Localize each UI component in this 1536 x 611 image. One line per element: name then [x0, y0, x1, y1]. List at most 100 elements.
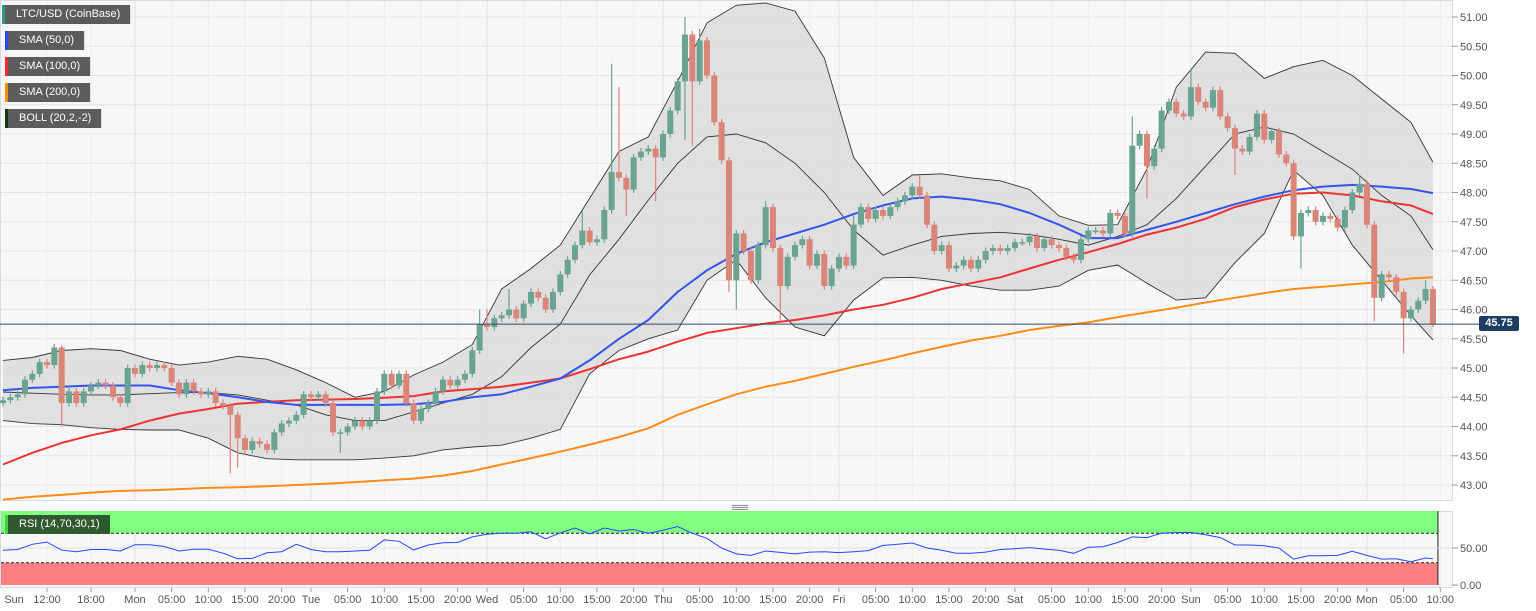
candle — [1195, 83, 1202, 106]
candle-body — [505, 309, 512, 316]
candle-body — [14, 394, 21, 398]
legend-sma-200[interactable]: SMA (200,0) — [5, 83, 92, 102]
candle — [498, 311, 505, 322]
legend-label: SMA (50,0) — [19, 34, 75, 46]
x-tick-label: 10:00 — [1251, 594, 1279, 606]
candle — [953, 262, 960, 273]
candle-body — [645, 148, 652, 152]
candle — [300, 390, 307, 419]
candle — [161, 361, 168, 372]
candle-body — [1268, 131, 1275, 140]
candle-body — [315, 394, 322, 398]
candle-body — [168, 368, 175, 383]
candle-body — [520, 303, 527, 319]
candle — [491, 314, 498, 331]
candle — [1283, 150, 1290, 167]
x-tick-label: 20:00 — [1324, 594, 1352, 606]
candle — [58, 344, 65, 427]
candle — [1422, 280, 1429, 305]
candle — [1077, 235, 1084, 264]
candle-body — [755, 245, 762, 281]
legend-boll[interactable]: BOLL (20,2,-2) — [5, 109, 103, 128]
candle-body — [1312, 210, 1319, 222]
candle-body — [1187, 87, 1194, 117]
candle — [1011, 238, 1018, 252]
legend-sma-50[interactable]: SMA (50,0) — [5, 31, 86, 50]
candle — [1319, 212, 1326, 226]
candle — [549, 288, 556, 314]
candle-body — [997, 248, 1004, 251]
candle-body — [887, 207, 894, 216]
legend-label: SMA (200,0) — [19, 86, 81, 98]
candle — [205, 387, 212, 398]
x-tick-label: 12:00 — [33, 594, 61, 606]
candle-body — [0, 400, 6, 404]
candle — [887, 203, 894, 220]
candle — [36, 358, 43, 378]
candle-body — [197, 391, 204, 395]
x-tick-label: Thu — [653, 594, 672, 606]
candle-body — [366, 420, 373, 427]
candle-body — [850, 224, 857, 266]
candle-body — [857, 207, 864, 225]
legend-ltc-usd[interactable]: LTC/USD (CoinBase) — [2, 5, 132, 24]
candle — [579, 210, 586, 249]
candle-body — [1400, 291, 1407, 319]
candle — [542, 294, 549, 314]
candle-body — [711, 75, 718, 123]
candle-body — [865, 207, 872, 219]
candle — [813, 250, 820, 270]
candle-body — [1195, 87, 1202, 102]
candle-body — [1136, 134, 1143, 146]
candle-body — [43, 362, 50, 366]
legend-rsi[interactable]: RSI (14,70,30,1) — [5, 515, 110, 534]
candle — [1026, 232, 1033, 246]
y-tick-label: 44.50 — [1460, 392, 1488, 404]
candle — [439, 376, 446, 395]
candle — [322, 390, 329, 407]
bollinger-lower-line — [2, 169, 1434, 461]
candle — [1349, 188, 1356, 214]
candle — [1246, 133, 1253, 156]
candle-body — [80, 391, 87, 404]
legend-sma-100[interactable]: SMA (100,0) — [5, 57, 92, 76]
candle — [1165, 98, 1172, 115]
candle-body — [601, 210, 608, 240]
candle — [1041, 235, 1048, 252]
x-tick-label: 20:00 — [444, 594, 472, 606]
candle — [366, 417, 373, 431]
candle-body — [1217, 90, 1224, 117]
candle-body — [916, 186, 923, 196]
x-tick-label: 10:00 — [547, 594, 575, 606]
candle-body — [95, 382, 102, 386]
candle-body — [1107, 212, 1114, 234]
x-tick-label: 18:00 — [77, 594, 105, 606]
candle — [278, 420, 285, 436]
candle — [659, 130, 666, 161]
x-tick-label: 15:00 — [407, 594, 435, 606]
x-tick-label: 15:00 — [231, 594, 259, 606]
x-tick-label: 05:00 — [1214, 594, 1242, 606]
x-tick-label: 20:00 — [268, 594, 296, 606]
candle — [1187, 69, 1194, 120]
candle-body — [153, 365, 160, 368]
x-tick-label: Tue — [302, 594, 321, 606]
candle-body — [1349, 192, 1356, 211]
candle — [65, 387, 72, 407]
candle-body — [1055, 245, 1062, 249]
indicator-lines — [2, 183, 1434, 501]
candle — [901, 191, 908, 205]
candle — [718, 118, 725, 164]
candle-body — [447, 379, 454, 386]
candle — [1209, 86, 1216, 112]
candle-body — [593, 239, 600, 243]
candle-body — [1077, 239, 1084, 260]
candle-body — [256, 441, 263, 445]
pane-resize-handle[interactable] — [731, 504, 749, 510]
candle-body — [381, 373, 388, 392]
candle — [828, 265, 835, 290]
candle — [351, 417, 358, 431]
x-axis: Sun 12:00 18:00 Mon 05:00 10:00 15:00 20:00 Tue 0… — [4, 588, 1454, 606]
bollinger-band-fill — [3, 3, 1433, 460]
